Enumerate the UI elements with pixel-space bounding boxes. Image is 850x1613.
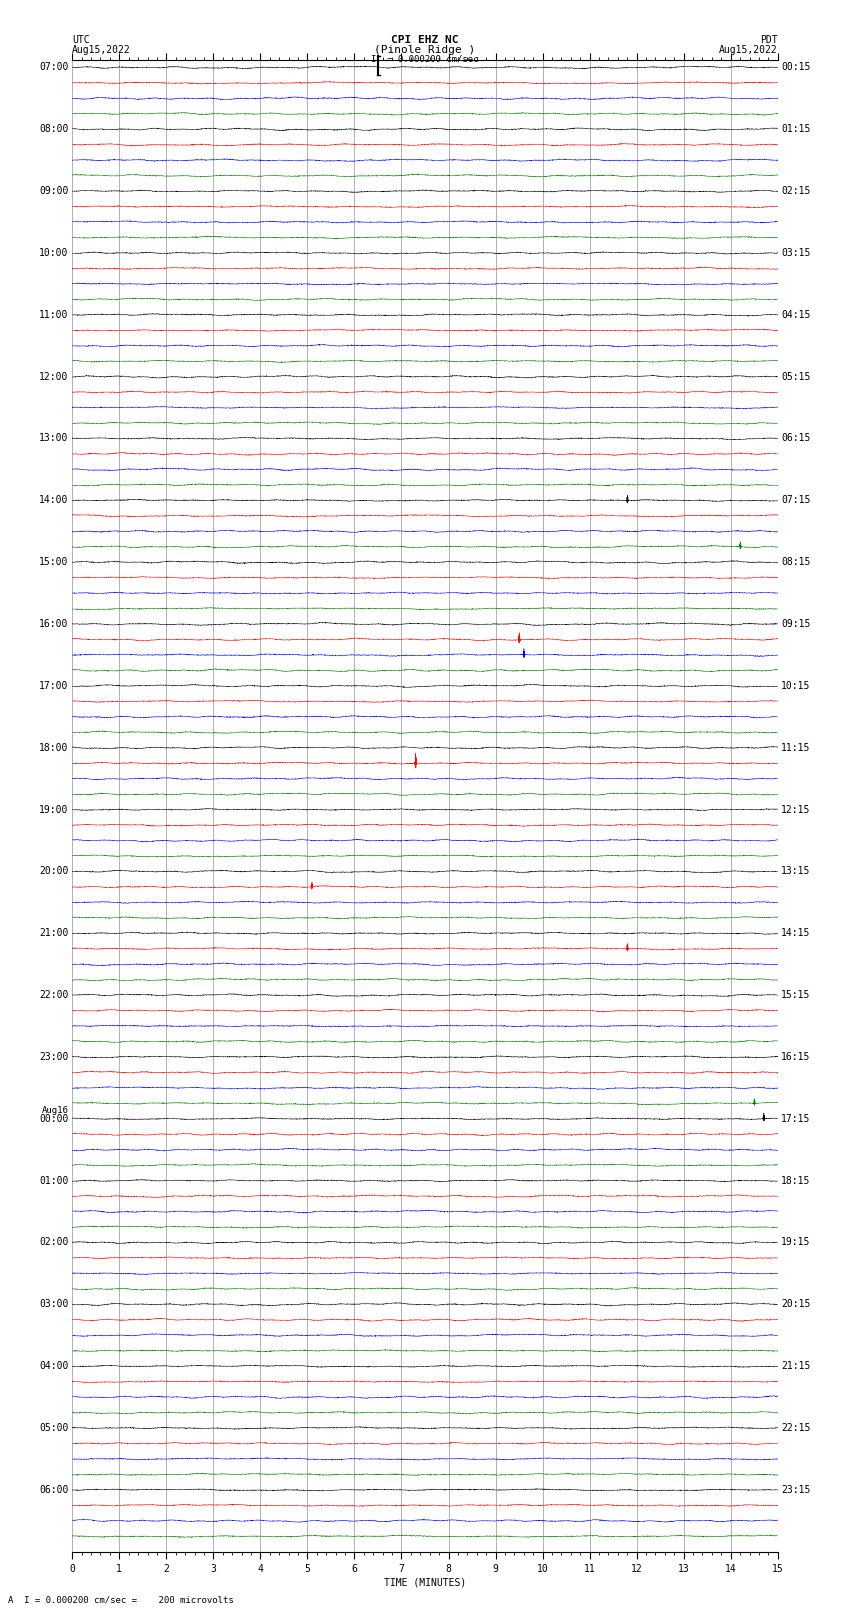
Text: 02:15: 02:15: [781, 185, 811, 197]
Text: 18:15: 18:15: [781, 1176, 811, 1186]
Text: 11:15: 11:15: [781, 742, 811, 753]
Text: 05:15: 05:15: [781, 371, 811, 382]
Text: 10:15: 10:15: [781, 681, 811, 690]
Text: 17:15: 17:15: [781, 1115, 811, 1124]
Text: 17:00: 17:00: [39, 681, 69, 690]
Text: 12:00: 12:00: [39, 371, 69, 382]
Text: 04:15: 04:15: [781, 310, 811, 319]
Text: 16:15: 16:15: [781, 1052, 811, 1061]
Text: 16:00: 16:00: [39, 619, 69, 629]
Text: 13:15: 13:15: [781, 866, 811, 876]
Text: 23:00: 23:00: [39, 1052, 69, 1061]
Text: 03:15: 03:15: [781, 248, 811, 258]
Text: 07:15: 07:15: [781, 495, 811, 505]
Text: 13:00: 13:00: [39, 434, 69, 444]
X-axis label: TIME (MINUTES): TIME (MINUTES): [384, 1578, 466, 1587]
Text: 02:00: 02:00: [39, 1237, 69, 1247]
Text: 01:15: 01:15: [781, 124, 811, 134]
Text: 15:15: 15:15: [781, 990, 811, 1000]
Text: (Pinole Ridge ): (Pinole Ridge ): [374, 45, 476, 55]
Text: 12:15: 12:15: [781, 805, 811, 815]
Text: Aug15,2022: Aug15,2022: [72, 45, 131, 55]
Text: 08:00: 08:00: [39, 124, 69, 134]
Text: Aug15,2022: Aug15,2022: [719, 45, 778, 55]
Text: 10:00: 10:00: [39, 248, 69, 258]
Text: 03:00: 03:00: [39, 1300, 69, 1310]
Text: 21:15: 21:15: [781, 1361, 811, 1371]
Text: 01:00: 01:00: [39, 1176, 69, 1186]
Text: 07:00: 07:00: [39, 63, 69, 73]
Text: 14:00: 14:00: [39, 495, 69, 505]
Text: 05:00: 05:00: [39, 1423, 69, 1432]
Text: 22:15: 22:15: [781, 1423, 811, 1432]
Text: 09:15: 09:15: [781, 619, 811, 629]
Text: 20:00: 20:00: [39, 866, 69, 876]
Text: 14:15: 14:15: [781, 927, 811, 939]
Text: 18:00: 18:00: [39, 742, 69, 753]
Text: 19:00: 19:00: [39, 805, 69, 815]
Text: I  = 0.000200 cm/sec: I = 0.000200 cm/sec: [371, 55, 479, 65]
Text: 00:15: 00:15: [781, 63, 811, 73]
Text: 00:00: 00:00: [39, 1115, 69, 1124]
Text: Aug16: Aug16: [42, 1107, 69, 1115]
Text: 15:00: 15:00: [39, 556, 69, 568]
Text: UTC: UTC: [72, 35, 90, 45]
Text: 11:00: 11:00: [39, 310, 69, 319]
Text: 06:00: 06:00: [39, 1486, 69, 1495]
Text: 09:00: 09:00: [39, 185, 69, 197]
Text: 21:00: 21:00: [39, 927, 69, 939]
Text: 04:00: 04:00: [39, 1361, 69, 1371]
Text: 19:15: 19:15: [781, 1237, 811, 1247]
Text: 23:15: 23:15: [781, 1486, 811, 1495]
Text: CPI EHZ NC: CPI EHZ NC: [391, 35, 459, 45]
Text: 20:15: 20:15: [781, 1300, 811, 1310]
Text: PDT: PDT: [760, 35, 778, 45]
Text: 06:15: 06:15: [781, 434, 811, 444]
Text: A  I = 0.000200 cm/sec =    200 microvolts: A I = 0.000200 cm/sec = 200 microvolts: [8, 1595, 235, 1605]
Text: 08:15: 08:15: [781, 556, 811, 568]
Text: 22:00: 22:00: [39, 990, 69, 1000]
